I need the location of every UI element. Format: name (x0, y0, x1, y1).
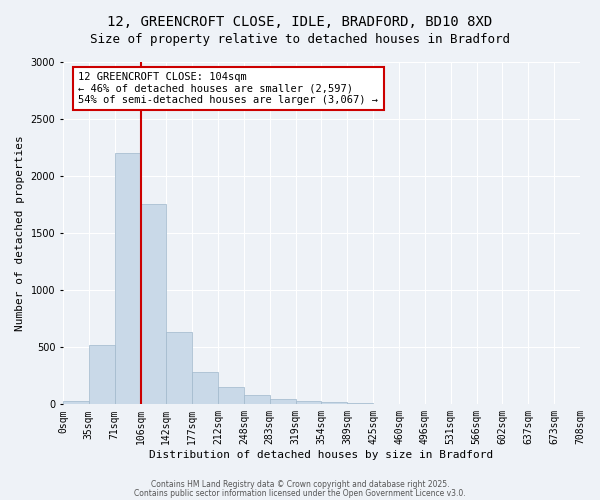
Bar (115, 153, 140, 405)
Bar (244, 395, 270, 404)
Y-axis label: Number of detached properties: Number of detached properties (15, 135, 25, 331)
Text: Size of property relative to detached houses in Bradford: Size of property relative to detached ho… (90, 32, 510, 46)
Bar (296, 401, 322, 404)
Bar (63, 402, 89, 404)
Bar (347, 403, 373, 404)
Bar (218, 386, 244, 404)
Bar (270, 399, 296, 404)
Bar (166, 332, 192, 404)
Bar (89, 345, 115, 405)
Bar (192, 372, 218, 404)
Text: 12 GREENCROFT CLOSE: 104sqm
← 46% of detached houses are smaller (2,597)
54% of : 12 GREENCROFT CLOSE: 104sqm ← 46% of det… (79, 72, 379, 105)
X-axis label: Distribution of detached houses by size in Bradford: Distribution of detached houses by size … (149, 450, 494, 460)
Text: Contains HM Land Registry data © Crown copyright and database right 2025.: Contains HM Land Registry data © Crown c… (151, 480, 449, 489)
Text: 12, GREENCROFT CLOSE, IDLE, BRADFORD, BD10 8XD: 12, GREENCROFT CLOSE, IDLE, BRADFORD, BD… (107, 15, 493, 29)
Bar (140, 204, 166, 404)
Bar (322, 402, 347, 404)
Text: Contains public sector information licensed under the Open Government Licence v3: Contains public sector information licen… (134, 488, 466, 498)
